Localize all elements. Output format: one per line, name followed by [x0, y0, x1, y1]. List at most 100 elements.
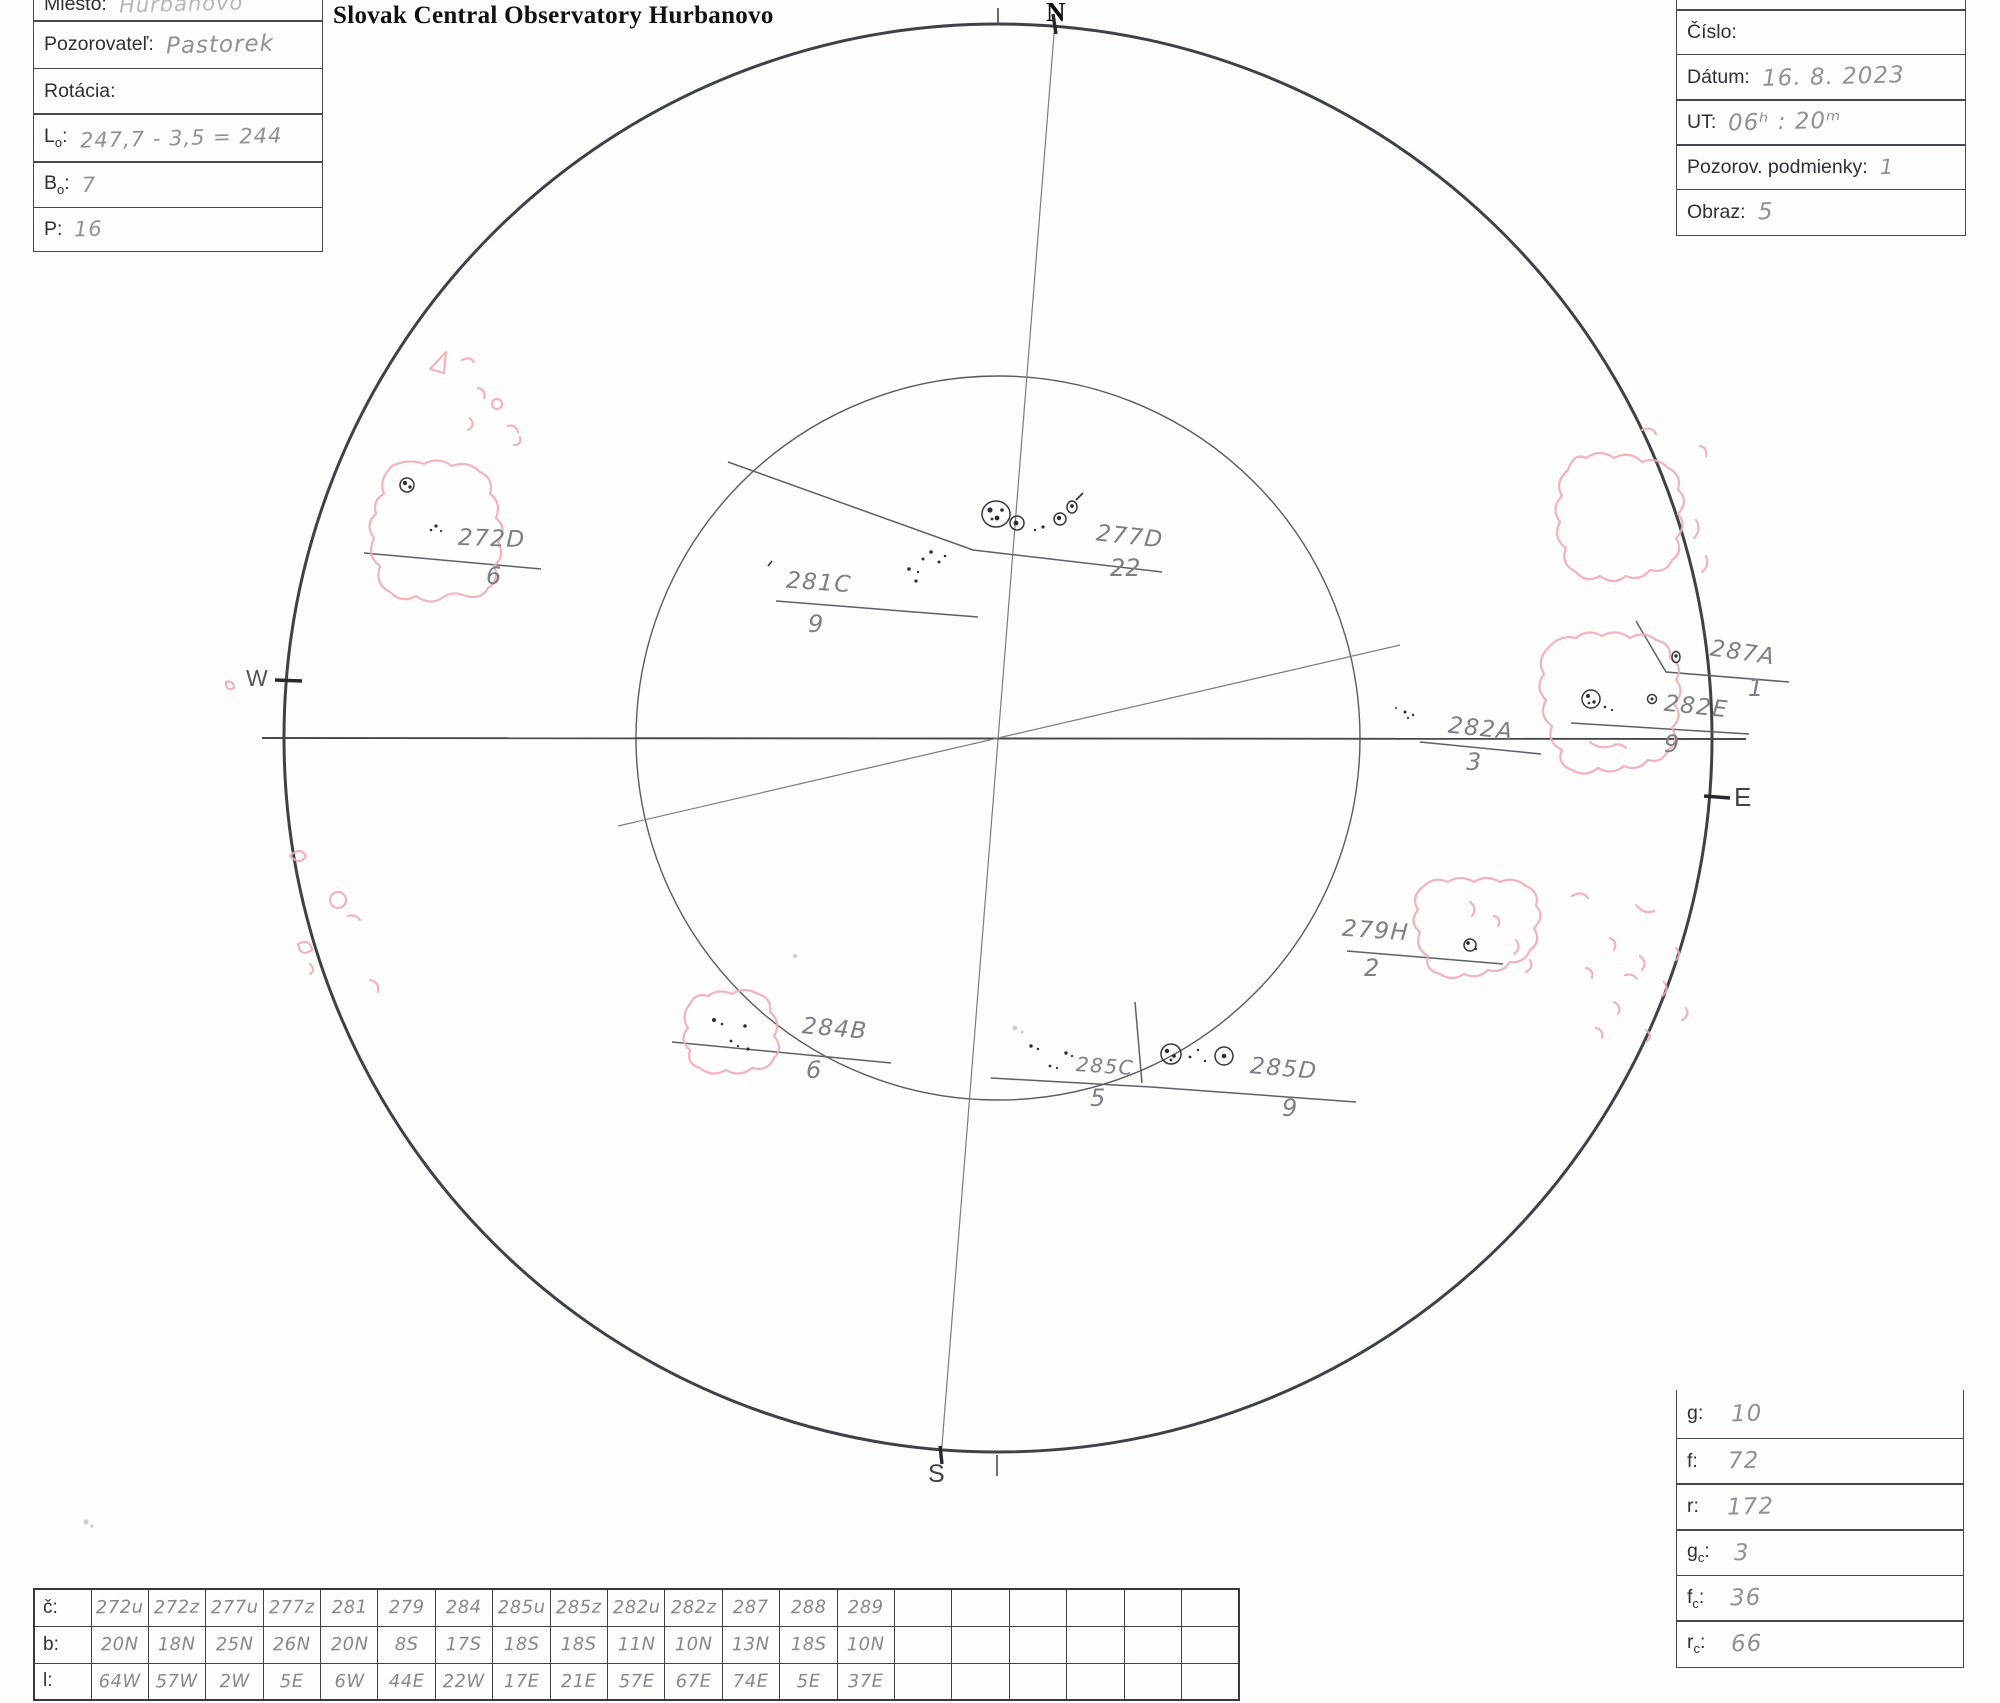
counts-box: g: 10 f: 72 r: 172 gc: 3 fc: 36 rc: 66: [1676, 1390, 1964, 1668]
group-label-284B: 284B: [800, 1013, 869, 1045]
obraz-label: Obraz:: [1687, 200, 1746, 223]
group-label-272D: 272D: [457, 524, 527, 554]
table-cell-empty: [893, 1625, 953, 1664]
table-row-l: l: 64W 57W 2W 5E 6W 44E 22W 17E 21E 57E …: [33, 1662, 1240, 1701]
table-cell: 289: [836, 1588, 895, 1627]
table-cell-empty: [1008, 1662, 1068, 1701]
group-label-281C: 281C: [785, 567, 853, 599]
p-value: 16: [74, 216, 104, 242]
form-right-top-strip: [1676, 0, 1966, 11]
horizontal-axis-line: [261, 737, 1747, 740]
table-cell: 64W: [90, 1662, 149, 1701]
table-cell: 6W: [320, 1662, 379, 1701]
west-tick: [274, 678, 303, 683]
table-cell-empty: [1008, 1588, 1068, 1627]
cislo-label: Číslo:: [1687, 20, 1737, 43]
table-cell: 20N: [90, 1625, 149, 1664]
field-rc: rc: 66: [1676, 1619, 1964, 1668]
pencil-smudges: [83, 953, 1024, 1528]
table-cell-empty: [1180, 1625, 1240, 1664]
g-value: 10: [1730, 1400, 1763, 1428]
table-cell: 17E: [492, 1662, 551, 1701]
miesto-label: Miesto:: [44, 0, 107, 15]
compass-south-label: S: [928, 1460, 945, 1488]
table-cell: 5E: [779, 1662, 838, 1701]
meridian-line: [940, 21, 1056, 1459]
field-miesto: Miesto: Hurbanovo: [33, 0, 323, 22]
table-cell-empty: [1180, 1588, 1240, 1627]
field-fc: fc: 36: [1676, 1574, 1964, 1622]
table-cell: 18N: [148, 1625, 207, 1664]
table-cell-empty: [1180, 1662, 1240, 1701]
group-count-272D: 6: [486, 562, 502, 590]
row-label-l: l:: [33, 1662, 92, 1701]
table-cell-empty: [1123, 1662, 1182, 1701]
sunspots: [399, 477, 1681, 1070]
gc-label: gc:: [1687, 1540, 1710, 1566]
table-cell-empty: [951, 1625, 1010, 1664]
table-cell: 21E: [549, 1662, 608, 1701]
r-value: 172: [1726, 1493, 1775, 1521]
podmienky-value: 1: [1879, 155, 1895, 180]
table-cell: 26N: [262, 1625, 321, 1664]
compass-west-label: W: [246, 665, 268, 691]
compass-north-label: N: [1046, 0, 1066, 27]
table-cell-empty: [951, 1588, 1010, 1627]
field-datum: Dátum: 16. 8. 2023: [1676, 53, 1966, 101]
rotacia-label: Rotácia:: [44, 79, 116, 102]
field-r: r: 172: [1676, 1482, 1964, 1531]
b0-label: Bo:: [44, 172, 70, 198]
table-cell: 20N: [320, 1625, 379, 1664]
table-cell: 18S: [779, 1625, 838, 1664]
table-cell: 272u: [90, 1588, 149, 1627]
table-cell: 57W: [148, 1662, 207, 1701]
datum-value: 16. 8. 2023: [1761, 62, 1905, 92]
group-count-285D: 9: [1282, 1094, 1298, 1122]
table-cell: 288: [779, 1588, 838, 1627]
rc-label: rc:: [1687, 1631, 1706, 1657]
group-label-285C: 285C: [1075, 1052, 1135, 1080]
table-cell: 287: [721, 1588, 781, 1627]
table-cell-empty: [1066, 1588, 1125, 1627]
group-count-285C: 5: [1090, 1084, 1106, 1112]
group-label-279H: 279H: [1341, 915, 1411, 947]
table-cell: 8S: [377, 1625, 436, 1664]
field-b0: Bo: 7: [33, 161, 323, 209]
f-label: f:: [1687, 1449, 1698, 1472]
table-cell: 57E: [607, 1662, 666, 1701]
table-cell: 282u: [607, 1588, 666, 1627]
field-rotacia: Rotácia:: [33, 67, 323, 115]
solar-disk: [261, 8, 1747, 1476]
table-cell: 37E: [836, 1662, 895, 1701]
form-left: Miesto: Hurbanovo Pozorovateľ: Pastorek …: [33, 0, 323, 252]
north-tick: [1051, 13, 1058, 35]
gc-value: 3: [1733, 1539, 1750, 1566]
table-cell: 18S: [492, 1625, 551, 1664]
field-podmienky: Pozorov. podmienky: 1: [1676, 144, 1966, 191]
table-row-c: č: 272u 272z 277u 277z 281 279 284 285u …: [33, 1588, 1240, 1627]
g-label: g:: [1687, 1402, 1704, 1425]
table-cell: 44E: [377, 1662, 436, 1701]
group-count-282A: 3: [1466, 748, 1482, 776]
table-cell: 285z: [549, 1588, 608, 1627]
field-cislo: Číslo:: [1676, 9, 1966, 56]
table-cell: 277u: [205, 1588, 264, 1627]
table-cell: 281: [320, 1588, 379, 1627]
table-cell: 277z: [262, 1588, 321, 1627]
table-cell: 17S: [435, 1625, 494, 1664]
page-title: Slovak Central Observatory Hurbanovo: [333, 2, 774, 29]
table-cell-empty: [1066, 1662, 1125, 1701]
table-cell-empty: [893, 1588, 953, 1627]
fc-value: 36: [1730, 1584, 1762, 1612]
podmienky-label: Pozorov. podmienky:: [1687, 155, 1868, 178]
field-pozorovatel: Pozorovateľ: Pastorek: [33, 20, 323, 70]
table-cell: 272z: [148, 1588, 207, 1627]
table-cell: 18S: [549, 1625, 608, 1664]
form-right: Číslo: Dátum: 16. 8. 2023 UT: 06ʰ : 20ᵐ …: [1676, 0, 1966, 236]
table-cell-empty: [1123, 1625, 1182, 1664]
pozorovatel-value: Pastorek: [165, 30, 275, 60]
group-count-279H: 2: [1364, 954, 1380, 982]
ut-value: 06ʰ : 20ᵐ: [1727, 107, 1842, 137]
field-ut: UT: 06ʰ : 20ᵐ: [1676, 98, 1966, 146]
row-label-c: č:: [33, 1588, 92, 1627]
